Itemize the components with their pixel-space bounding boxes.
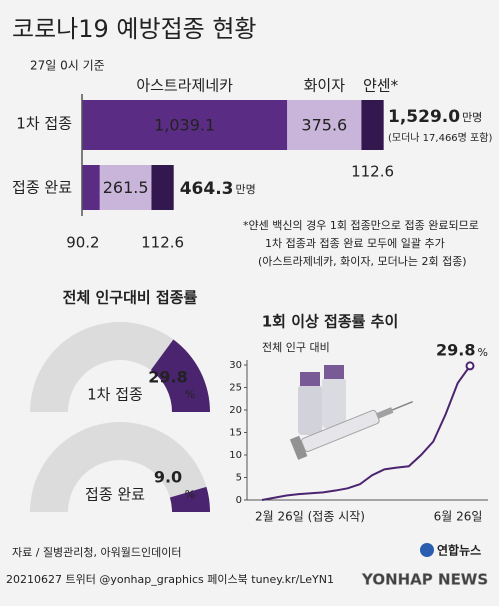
value-label: 261.5 (103, 178, 149, 197)
subtitle: 27일 0시 기준 (30, 59, 105, 73)
category-label: 접종 완료 (12, 179, 72, 197)
value-label: 112.6 (141, 234, 184, 252)
legend-label: 얀센* (363, 77, 399, 95)
logo-mark (420, 543, 434, 557)
watermark: YONHAP NEWS (361, 571, 488, 589)
x-tick-label: 6월 26일 (434, 510, 483, 524)
bar-segment (151, 165, 174, 210)
annotation: (모더나 17,466명 포함) (388, 132, 492, 144)
bar-segment (361, 100, 384, 150)
chart-title: 1회 이상 접종률 추이 (262, 313, 399, 331)
unit-label: % (185, 388, 195, 401)
title: 코로나19 예방접종 현황 (12, 15, 257, 43)
y-tick-label: 0 (236, 495, 242, 506)
value-label: 375.6 (301, 116, 347, 135)
bar-segment (82, 165, 100, 210)
bar-segment (287, 100, 362, 150)
bar-segment (99, 165, 152, 210)
y-axis-label: 전체 인구 대비 (262, 341, 330, 354)
value-label: 90.2 (66, 234, 99, 252)
gauge-label: 접종 완료 (85, 486, 145, 504)
gauge-title: 전체 인구대비 접종률 (63, 289, 198, 307)
value-label: 112.6 (351, 163, 394, 181)
value-label: 29.8 (148, 368, 187, 387)
unit-label: 만명 (235, 183, 255, 196)
legend-label: 아스트라제네카 (136, 77, 233, 95)
footnote: (아스트라제네카, 화이자, 모더나는 2회 접종) (258, 255, 467, 268)
value-label: 9.0 (154, 468, 182, 487)
x-tick-label: 2월 26일 (접종 시작) (255, 510, 365, 524)
logo: 연합뉴스 (437, 543, 481, 558)
line (261, 365, 471, 501)
gauge-value (169, 486, 210, 512)
end-point (465, 361, 475, 371)
value-label: 29.8 (436, 341, 475, 360)
gauge-label: 1차 접종 (87, 386, 143, 404)
vaccine-illustration (289, 365, 413, 460)
y-tick-label: 25 (229, 383, 242, 394)
source: 자료 / 질병관리청, 아워월드인데이터 (12, 546, 182, 559)
gauge-track (30, 322, 210, 412)
y-tick-label: 10 (229, 450, 242, 461)
legend-label: 화이자 (304, 77, 346, 95)
gauge-value (150, 339, 210, 412)
unit-label: % (477, 346, 487, 359)
footnote: *얀센 백신의 경우 1회 접종만으로 접종 완료되므로 (243, 218, 479, 232)
total-label: 464.3 (180, 179, 234, 199)
category-label: 1차 접종 (16, 115, 72, 133)
unit-label: 만명 (462, 111, 482, 124)
total-label: 1,529.0 (388, 107, 460, 127)
footnote: 1차 접종과 접종 완료 모두에 일괄 추가 (265, 236, 445, 250)
y-tick-label: 30 (229, 360, 242, 371)
y-tick-label: 20 (229, 405, 242, 416)
bar-segment (82, 100, 288, 150)
value-label: 1,039.1 (154, 116, 215, 135)
y-tick-label: 15 (229, 428, 242, 439)
y-tick-label: 5 (236, 473, 242, 484)
unit-label: % (185, 488, 195, 501)
gauge-track (30, 422, 210, 512)
footer: 20210627 트위터 @yonhap_graphics 페이스북 tuney… (6, 573, 334, 586)
